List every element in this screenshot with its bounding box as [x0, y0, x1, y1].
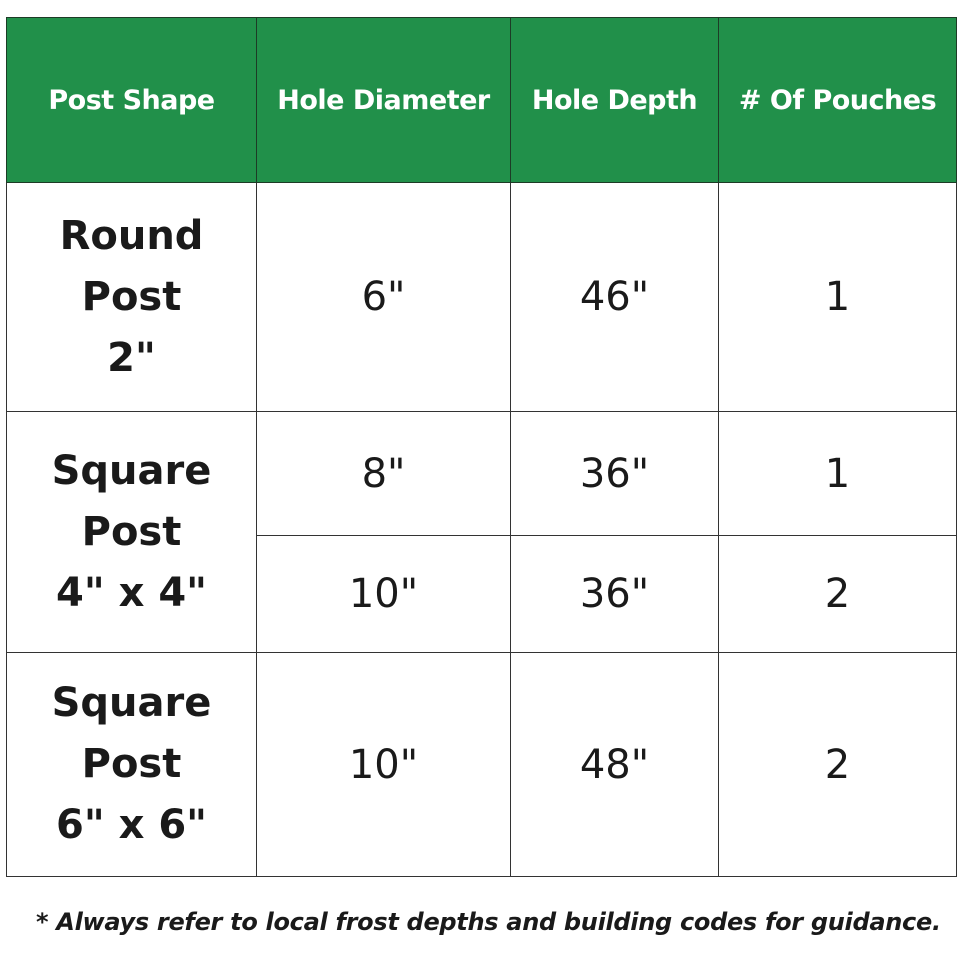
pouches-cell: 2 — [718, 535, 957, 653]
table-row: Square Post 6" x 6" 10" 48" 2 — [6, 652, 957, 877]
header-row: Post Shape Hole Diameter Hole Depth # Of… — [6, 17, 957, 183]
pouches-cell: 1 — [718, 182, 957, 412]
post-shape-cell: Square Post 6" x 6" — [6, 652, 257, 877]
table-row: 10" 36" 2 — [7, 535, 957, 653]
pouches-cell: 2 — [718, 652, 957, 877]
footnote: * Always refer to local frost depths and… — [36, 908, 941, 936]
shape-line: 2" — [107, 334, 156, 381]
header-hole-depth: Hole Depth — [510, 17, 719, 183]
table-row: Square Post 4" x 4" 8" 36" 1 — [6, 411, 957, 653]
header-pouches: # Of Pouches — [718, 17, 957, 183]
post-shape-cell: Square Post 4" x 4" — [6, 411, 257, 653]
depth-cell: 36" — [510, 535, 719, 653]
depth-cell: 48" — [510, 652, 719, 877]
diameter-cell: 10" — [256, 535, 511, 653]
shape-line: Square — [51, 447, 212, 494]
shape-line: 6" x 6" — [56, 802, 207, 848]
shape-line: Post — [81, 273, 182, 320]
shape-line: 4" x 4" — [56, 569, 207, 616]
shape-line: Square — [51, 680, 212, 726]
pouches-cell: 1 — [718, 411, 957, 536]
diameter-cell: 6" — [256, 182, 511, 412]
header-post-shape: Post Shape — [6, 17, 257, 183]
diameter-cell: 8" — [256, 411, 511, 536]
table-row: Round Post 2" 6" 46" 1 — [6, 182, 957, 412]
diameter-cell: 10" — [256, 652, 511, 877]
post-shape-cell: Round Post 2" — [6, 182, 257, 412]
header-hole-diameter: Hole Diameter — [256, 17, 511, 183]
post-hole-table: Post Shape Hole Diameter Hole Depth # Of… — [6, 17, 957, 877]
depth-cell: 36" — [510, 411, 719, 536]
depth-cell: 46" — [510, 182, 719, 412]
shape-line: Post — [81, 741, 182, 787]
shape-line: Round — [59, 212, 204, 259]
shape-line: Post — [81, 508, 182, 555]
